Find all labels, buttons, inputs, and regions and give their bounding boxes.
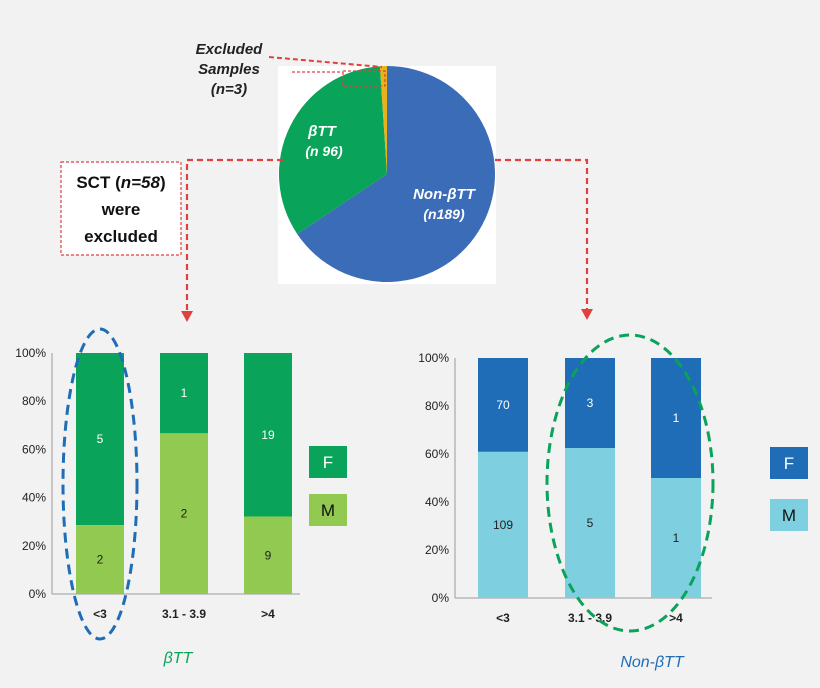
nonbtt-label-f: 3 bbox=[587, 396, 594, 410]
left-arrowhead bbox=[181, 311, 193, 322]
btt-legend-swatch-m bbox=[309, 494, 347, 526]
btt-bar-m bbox=[244, 516, 292, 594]
excluded-label-line2: Samples bbox=[198, 61, 260, 78]
btt-label-f: 5 bbox=[97, 432, 104, 446]
nonbtt-legend-label-m: M bbox=[782, 506, 796, 525]
nonbtt-ytick-label: 0% bbox=[432, 591, 450, 605]
nonbtt-pie-count: (n189) bbox=[423, 206, 465, 222]
nonbtt-legend-label-f: F bbox=[784, 454, 794, 473]
btt-bar-chart: 0% 20% 40% 60% 80% 100% 5 2 <3 1 2 3.1 - 3.9 19 9 >4 F M bbox=[15, 346, 347, 621]
pie-slice-btt bbox=[279, 66, 387, 235]
excluded-label-line3: (n=3) bbox=[211, 81, 247, 98]
sct-note-box bbox=[60, 161, 182, 256]
sct-prefix: SCT ( bbox=[76, 173, 121, 192]
nonbtt-category-label: <3 bbox=[496, 611, 510, 625]
nonbtt-pie-label: Non-βTT bbox=[413, 186, 477, 203]
nonbtt-label-m: 5 bbox=[587, 516, 594, 530]
excluded-connector bbox=[268, 56, 386, 87]
pie-slice-nonbtt bbox=[297, 66, 496, 283]
btt-bar-f bbox=[76, 353, 124, 526]
nonbtt-ytick-label: 20% bbox=[425, 543, 449, 557]
btt-bar-m bbox=[76, 525, 124, 594]
nonbtt-legend-swatch-m bbox=[770, 499, 808, 531]
right-connector-arrow bbox=[495, 158, 589, 310]
btt-category-label: 3.1 - 3.9 bbox=[162, 607, 206, 621]
btt-bar-f bbox=[160, 353, 208, 434]
nonbtt-ytick-label: 80% bbox=[425, 399, 449, 413]
sct-note-line2: were bbox=[101, 200, 141, 219]
nonbtt-label-f: 70 bbox=[496, 398, 510, 412]
highlight-ellipse-btt-lt3 bbox=[61, 327, 139, 641]
btt-pie-count: (n 96) bbox=[305, 143, 343, 159]
sct-note-line1: SCT (n=58) bbox=[76, 173, 165, 192]
sct-note-line3: excluded bbox=[84, 227, 158, 246]
pie-chart bbox=[279, 66, 496, 283]
nonbtt-category-label: >4 bbox=[669, 611, 683, 625]
btt-label-f: 1 bbox=[181, 386, 188, 400]
excluded-connector-line bbox=[268, 56, 383, 68]
btt-label-m: 9 bbox=[265, 548, 272, 562]
btt-ytick-label: 20% bbox=[22, 539, 46, 553]
btt-label-m: 2 bbox=[181, 507, 188, 521]
nonbtt-chart-title: Non-βTT bbox=[620, 654, 685, 671]
btt-legend-label-f: F bbox=[323, 453, 333, 472]
left-connector-arrow bbox=[185, 158, 283, 312]
btt-legend-label-m: M bbox=[321, 501, 335, 520]
nonbtt-bar-m bbox=[478, 451, 528, 598]
nonbtt-ytick-label: 40% bbox=[425, 495, 449, 509]
btt-bar-f bbox=[244, 353, 292, 517]
nonbtt-label-m: 1 bbox=[673, 531, 680, 545]
pie-slice-excluded bbox=[379, 66, 387, 174]
nonbtt-label-m: 109 bbox=[493, 518, 513, 532]
btt-ytick-label: 40% bbox=[22, 491, 46, 505]
sct-suffix: ) bbox=[160, 173, 166, 192]
btt-ytick-label: 60% bbox=[22, 442, 46, 456]
btt-label-f: 19 bbox=[261, 428, 275, 442]
nonbtt-label-f: 1 bbox=[673, 411, 680, 425]
sct-count: n=58 bbox=[121, 173, 161, 192]
btt-bar-m bbox=[160, 433, 208, 594]
btt-category-label: >4 bbox=[261, 607, 275, 621]
btt-legend-swatch-f bbox=[309, 446, 347, 478]
btt-pie-label: βTT bbox=[307, 123, 337, 140]
highlight-ellipse-nonbtt-upper bbox=[545, 333, 715, 633]
btt-label-m: 2 bbox=[97, 553, 104, 567]
right-arrowhead bbox=[581, 309, 593, 320]
excluded-connector-box bbox=[342, 70, 386, 87]
btt-category-label: <3 bbox=[93, 607, 107, 621]
nonbtt-ytick-label: 60% bbox=[425, 447, 449, 461]
btt-ytick-label: 80% bbox=[22, 394, 46, 408]
nonbtt-bar-f bbox=[478, 358, 528, 452]
nonbtt-ytick-label: 100% bbox=[418, 351, 449, 365]
excluded-label-line1: Excluded bbox=[196, 41, 264, 58]
nonbtt-legend-swatch-f bbox=[770, 447, 808, 479]
nonbtt-bar-f bbox=[651, 358, 701, 478]
btt-chart-title: βTT bbox=[163, 650, 194, 667]
btt-ytick-label: 0% bbox=[29, 587, 47, 601]
nonbtt-bar-m bbox=[565, 448, 615, 598]
btt-ytick-label: 100% bbox=[15, 346, 46, 360]
